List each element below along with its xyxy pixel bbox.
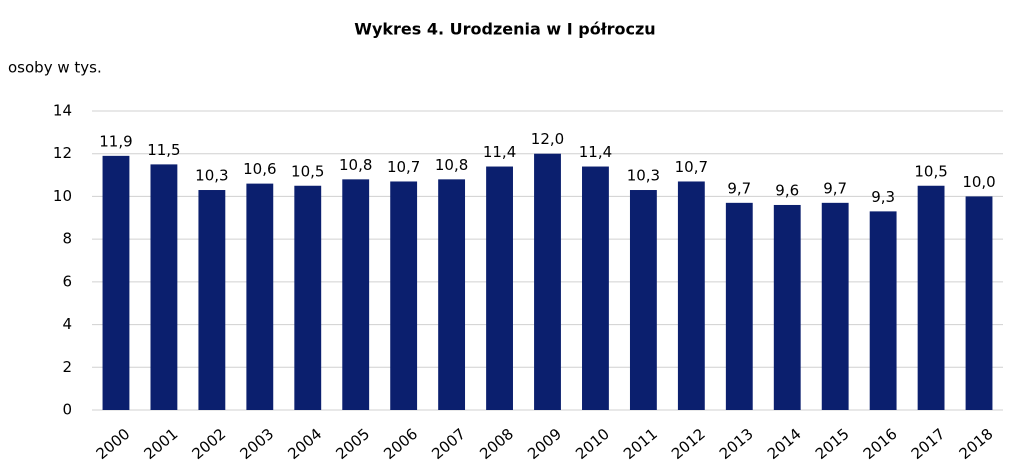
bar (102, 155, 130, 410)
data-label: 10,8 (339, 156, 372, 174)
bar (390, 181, 418, 410)
bar (438, 179, 466, 410)
data-label: 10,0 (962, 173, 995, 191)
bar (677, 181, 705, 410)
bar (246, 183, 274, 410)
x-tick-label: 2009 (524, 425, 565, 463)
y-tick-label: 12 (53, 144, 72, 162)
data-label: 11,4 (579, 143, 612, 161)
x-tick-label: 2016 (860, 425, 901, 463)
chart-title: Wykres 4. Urodzenia w I półroczu (354, 20, 655, 39)
data-label: 10,5 (914, 162, 947, 180)
x-tick-label: 2018 (956, 425, 997, 463)
data-label: 10,7 (387, 158, 420, 176)
bar (917, 185, 945, 410)
data-label: 11,5 (147, 141, 180, 159)
x-tick-label: 2003 (236, 425, 277, 463)
bar (582, 166, 609, 410)
x-tick-label: 2002 (189, 425, 230, 463)
bar (534, 153, 561, 410)
y-tick-label: 10 (53, 187, 72, 205)
y-axis-label: osoby w tys. (8, 59, 102, 77)
data-label: 9,3 (871, 188, 895, 206)
data-label: 11,9 (99, 132, 132, 150)
data-label: 9,7 (823, 179, 847, 197)
data-label: 9,6 (775, 181, 799, 199)
bar (486, 166, 513, 410)
x-tick-label: 2013 (716, 425, 757, 463)
data-label: 11,4 (483, 143, 516, 161)
x-tick-label: 2012 (668, 425, 709, 463)
x-tick-label: 2005 (332, 425, 373, 463)
data-label: 9,7 (727, 179, 751, 197)
data-label: 10,3 (195, 167, 228, 185)
data-label: 10,5 (291, 162, 324, 180)
data-label: 10,7 (675, 158, 708, 176)
x-tick-label: 2017 (908, 425, 949, 463)
bar (294, 185, 322, 410)
y-tick-label: 4 (62, 315, 72, 333)
bar (629, 190, 657, 410)
x-tick-label: 2014 (764, 425, 805, 463)
x-tick-label: 2007 (428, 425, 469, 463)
x-tick-label: 2011 (620, 425, 661, 463)
y-tick-label: 14 (53, 102, 72, 120)
bar (198, 190, 226, 410)
x-tick-label: 2015 (812, 425, 853, 463)
bar (821, 202, 849, 410)
y-tick-label: 2 (62, 358, 72, 376)
bar (725, 202, 753, 410)
bar (773, 204, 801, 410)
data-label: 10,8 (435, 156, 468, 174)
x-tick-label: 2000 (93, 425, 134, 463)
x-tick-label: 2004 (284, 425, 325, 463)
bar (965, 196, 993, 410)
bar (869, 211, 897, 410)
y-tick-label: 8 (62, 230, 72, 248)
data-label: 10,6 (243, 160, 276, 178)
x-tick-label: 2010 (572, 425, 613, 463)
y-tick-label: 0 (62, 401, 72, 419)
x-tick-label: 2006 (380, 425, 421, 463)
bar (342, 179, 370, 410)
data-label: 10,3 (627, 167, 660, 185)
data-label: 12,0 (531, 130, 564, 148)
x-tick-label: 2001 (141, 425, 182, 463)
y-tick-label: 6 (62, 272, 72, 290)
x-tick-label: 2008 (476, 425, 517, 463)
bar (150, 164, 178, 410)
